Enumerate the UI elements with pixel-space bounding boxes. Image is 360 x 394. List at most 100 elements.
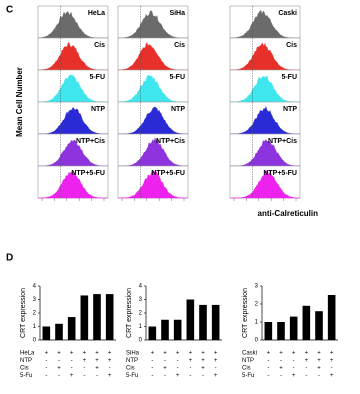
bar xyxy=(302,305,311,340)
condition-sign: + xyxy=(317,351,321,357)
y-tick-label: 2 xyxy=(139,311,143,317)
panel-label: D xyxy=(6,253,13,264)
row-label: Cis xyxy=(286,42,297,49)
condition-sign: + xyxy=(214,351,218,357)
condition-sign: - xyxy=(109,366,111,372)
condition-sign: + xyxy=(163,366,167,372)
condition-sign: - xyxy=(331,366,333,372)
condition-sign: + xyxy=(201,351,205,357)
row-label: NTP xyxy=(283,106,297,113)
y-tick-label: 3 xyxy=(139,297,143,303)
bar xyxy=(315,311,323,340)
condition-sign: + xyxy=(330,351,334,357)
condition-sign: + xyxy=(279,366,283,372)
x-axis-label: anti-Calreticulin xyxy=(258,209,319,218)
condition-sign: - xyxy=(164,373,166,379)
y-tick-label: 0 xyxy=(139,338,143,344)
condition-sign: + xyxy=(108,351,112,357)
histogram xyxy=(118,137,188,167)
condition-sign: - xyxy=(71,358,73,364)
condition-label: NTP xyxy=(126,358,138,364)
bar xyxy=(327,295,336,340)
y-axis-label: CRT expression xyxy=(126,288,133,338)
condition-sign: - xyxy=(280,373,282,379)
bar xyxy=(199,304,207,340)
row-label: NTP+Cis xyxy=(156,138,185,145)
histogram xyxy=(117,10,188,39)
condition-sign: + xyxy=(201,366,205,372)
histogram xyxy=(229,42,300,71)
condition-sign: - xyxy=(293,358,295,364)
row-label: 5-FU xyxy=(169,74,185,81)
condition-label: 5-Fu xyxy=(126,373,138,379)
condition-sign: + xyxy=(70,351,74,357)
histogram xyxy=(117,74,188,103)
condition-sign: - xyxy=(58,373,60,379)
bar xyxy=(67,317,76,340)
y-axis-label: CRT expression xyxy=(20,288,27,338)
condition-sign: - xyxy=(189,366,191,372)
panel-label: C xyxy=(6,5,13,16)
condition-sign: - xyxy=(83,373,85,379)
condition-sign: + xyxy=(292,351,296,357)
condition-sign: + xyxy=(176,351,180,357)
condition-sign: + xyxy=(70,373,74,379)
y-tick-label: 1 xyxy=(33,324,37,330)
condition-label: SiHa xyxy=(126,351,140,357)
histogram xyxy=(230,169,301,199)
condition-sign: - xyxy=(45,373,47,379)
condition-sign: - xyxy=(280,358,282,364)
condition-label: Cis xyxy=(242,366,251,372)
y-tick-label: 1 xyxy=(139,324,143,330)
bar xyxy=(173,319,182,340)
condition-sign: + xyxy=(151,351,155,357)
condition-sign: - xyxy=(58,358,60,364)
condition-sign: - xyxy=(305,373,307,379)
condition-sign: + xyxy=(189,351,193,357)
condition-sign: + xyxy=(279,351,283,357)
histogram xyxy=(118,170,188,199)
condition-sign: + xyxy=(57,351,61,357)
condition-sign: - xyxy=(45,358,47,364)
condition-sign: + xyxy=(83,358,87,364)
condition-sign: + xyxy=(95,358,99,364)
y-tick-label: 4 xyxy=(33,284,37,290)
condition-sign: - xyxy=(45,366,47,372)
condition-sign: - xyxy=(164,358,166,364)
condition-label: Caski xyxy=(242,351,257,357)
condition-sign: + xyxy=(108,358,112,364)
cell-label: Caski xyxy=(278,10,297,17)
condition-sign: + xyxy=(57,366,61,372)
row-label: NTP xyxy=(171,106,185,113)
bar xyxy=(105,294,114,340)
y-tick-label: 1 xyxy=(255,320,259,326)
condition-label: 5-Fu xyxy=(20,373,32,379)
row-label: NTP+5-FU xyxy=(151,170,185,177)
bar xyxy=(264,322,273,340)
condition-label: HeLa xyxy=(20,351,35,357)
condition-sign: - xyxy=(189,373,191,379)
y-tick-label: 2 xyxy=(33,311,37,317)
row-label: NTP+5-FU xyxy=(71,170,105,177)
bar xyxy=(93,294,101,340)
condition-sign: + xyxy=(267,351,271,357)
condition-sign: + xyxy=(317,366,321,372)
condition-sign: + xyxy=(189,358,193,364)
condition-sign: + xyxy=(108,373,112,379)
bar xyxy=(277,322,285,340)
condition-label: NTP xyxy=(242,358,254,364)
condition-sign: - xyxy=(305,366,307,372)
condition-sign: + xyxy=(83,351,87,357)
bar xyxy=(289,316,298,340)
row-label: 5-FU xyxy=(281,74,297,81)
condition-sign: + xyxy=(176,373,180,379)
condition-sign: + xyxy=(214,373,218,379)
condition-sign: + xyxy=(305,358,309,364)
histogram xyxy=(38,106,108,135)
condition-sign: + xyxy=(305,351,309,357)
histogram xyxy=(230,75,300,103)
condition-sign: - xyxy=(177,366,179,372)
condition-sign: - xyxy=(318,373,320,379)
condition-sign: + xyxy=(214,358,218,364)
